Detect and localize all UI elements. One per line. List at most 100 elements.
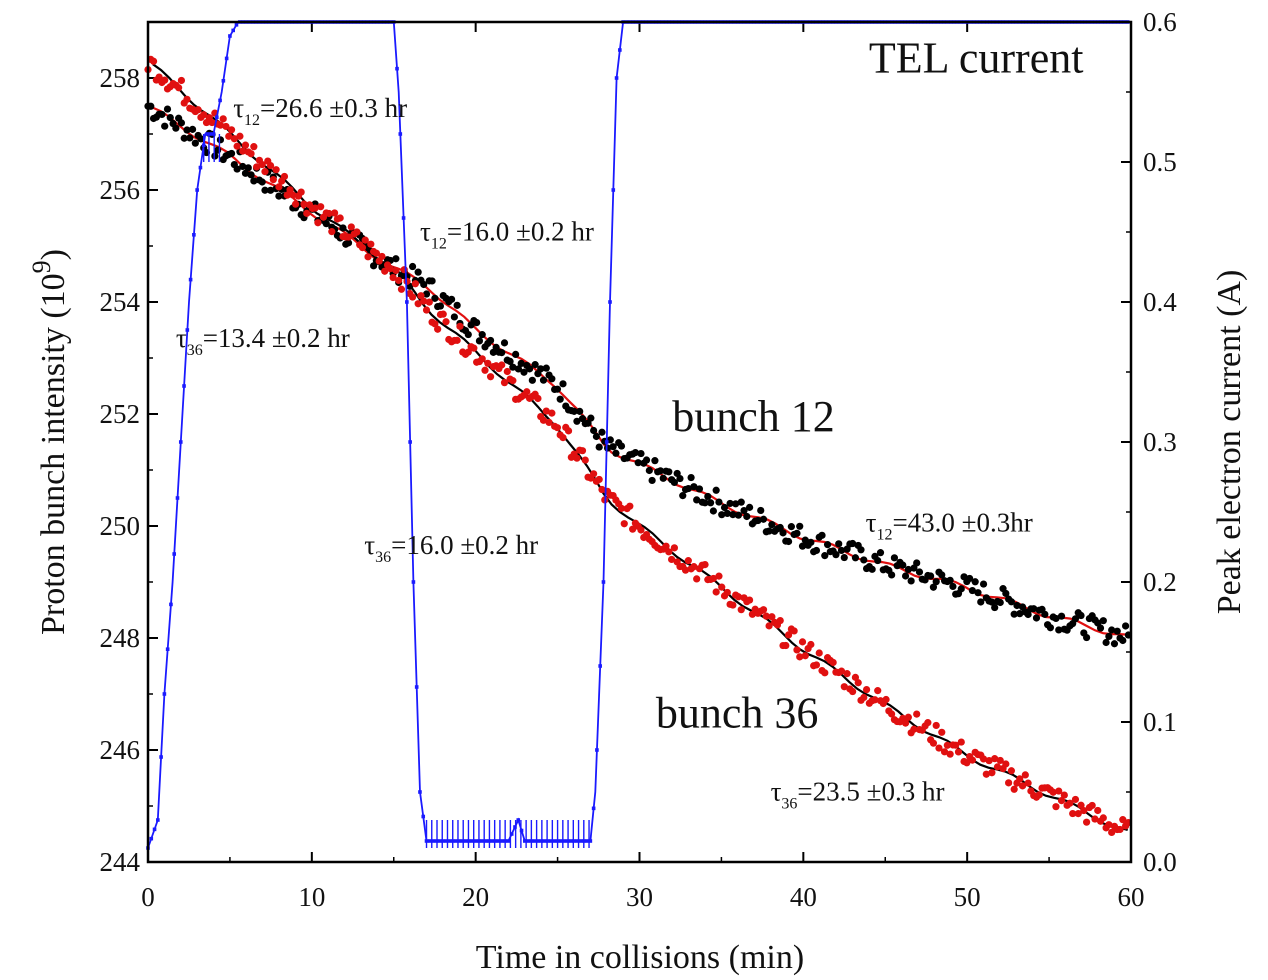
bunch-12-point xyxy=(166,114,174,122)
bunch-12-point xyxy=(227,149,236,158)
bunch-12-point xyxy=(191,139,199,147)
bunch-36-point xyxy=(668,555,676,564)
bunch-12-point xyxy=(927,572,935,580)
bunch-36-point xyxy=(414,300,422,308)
bunch-36-point xyxy=(564,427,573,435)
tel-current-point xyxy=(536,839,540,843)
bunch-12-point xyxy=(556,395,564,403)
bunch-36-point xyxy=(222,122,230,131)
bunch-12-point xyxy=(506,357,514,366)
bunch-36-point xyxy=(422,306,431,314)
annotation-symbol: τ xyxy=(866,508,877,538)
bunch-12-point xyxy=(431,294,439,302)
bunch-12-point xyxy=(1052,614,1060,623)
bunch-36-point xyxy=(854,679,862,687)
bunch-12-point xyxy=(868,565,876,573)
tel-current-point xyxy=(188,277,193,282)
bunch-36-point xyxy=(219,115,227,123)
tel-current-series xyxy=(146,20,1131,850)
tel-current-point xyxy=(172,552,177,556)
bunch-12-point xyxy=(874,556,882,565)
tel-current-point xyxy=(532,839,537,843)
bunch-36-point xyxy=(620,520,628,528)
tel-current-point xyxy=(588,839,593,843)
bunch-36-point xyxy=(325,209,333,218)
bunch-12-point xyxy=(612,449,620,457)
bunch-12-point xyxy=(784,537,793,546)
bunch-36-point xyxy=(709,574,717,583)
bunch-36-point xyxy=(317,203,325,211)
bunch-36-point xyxy=(1077,801,1085,809)
tick-marks xyxy=(147,21,1132,863)
bunch-12-point xyxy=(514,365,523,373)
bunch-36-point xyxy=(982,770,990,778)
bunch-12-point xyxy=(573,417,581,425)
bunch-36-point xyxy=(336,214,344,222)
bunch-36-point xyxy=(553,424,562,432)
tel-current-point xyxy=(398,132,403,136)
bunch-36-point xyxy=(1116,825,1124,834)
bunch-36-point xyxy=(723,588,731,597)
tel-current-line xyxy=(147,21,1131,849)
bunch-12-point xyxy=(779,529,787,537)
bunch-12-point xyxy=(525,365,534,373)
bunch-12-point xyxy=(729,510,737,519)
bunch-36-point xyxy=(314,219,322,227)
bunch-12-point xyxy=(1077,611,1085,620)
bunch-12-point xyxy=(759,515,768,523)
x-axis-title: Time in collisions (min) xyxy=(476,939,804,976)
bunch-36-point xyxy=(837,667,846,675)
bunch-12-point xyxy=(241,169,250,177)
bunch-36-point xyxy=(573,454,581,462)
data-points xyxy=(144,55,1132,837)
y-right-tick-label: 0.3 xyxy=(1143,427,1177,457)
bunch-12-point xyxy=(258,178,266,186)
bunch-12-point xyxy=(598,428,606,436)
tel-current-point xyxy=(473,839,478,843)
bunch-36-point xyxy=(303,209,311,217)
annotation-tau36-b: τ36=16.0 ±0.2 hr xyxy=(364,530,538,566)
tel-current-point xyxy=(228,34,232,38)
tel-current-point xyxy=(198,165,203,170)
bunch-12-point xyxy=(720,503,729,512)
bunch-36-point xyxy=(798,638,807,646)
annotation-value: =26.6 ±0.3 hr xyxy=(260,93,407,123)
bunch-36-point xyxy=(149,57,158,65)
bunch-36-point xyxy=(963,759,971,767)
tel-current-point xyxy=(618,48,622,52)
annotation-value: =13.4 ±0.2 hr xyxy=(203,323,350,353)
left-y-axis-title-sup: 9 xyxy=(27,260,56,273)
bunch-36-point xyxy=(548,409,556,417)
bunch-36-point xyxy=(230,135,238,143)
bunch-12-point xyxy=(214,146,222,154)
bunch-12-point xyxy=(723,509,731,518)
bunch-36-point xyxy=(952,741,960,749)
annotation-bunch-12: bunch 12 xyxy=(672,392,835,441)
tel-current-point xyxy=(483,839,488,843)
annotation-subscript: 36 xyxy=(375,549,391,566)
tel-current-point xyxy=(162,692,167,696)
bunch-12-point xyxy=(709,507,717,515)
bunch-36-point xyxy=(851,673,860,681)
bunch-36-point xyxy=(782,641,790,650)
bunch-12-point xyxy=(539,376,548,384)
bunch-12-point xyxy=(512,350,520,359)
bunch-12-point xyxy=(876,549,885,557)
bunch-36-point xyxy=(1074,810,1082,818)
bunch-36-point xyxy=(1024,779,1032,787)
bunch-36-point xyxy=(200,111,208,119)
bunch-12-point xyxy=(450,313,458,321)
annotation-tau36-a: τ36=13.4 ±0.2 hr xyxy=(176,323,350,359)
bunch-12-point xyxy=(1108,626,1116,634)
bunch-12-point xyxy=(1071,615,1080,623)
bunch-12-point xyxy=(486,336,495,345)
bunch-12-point xyxy=(988,598,996,606)
bunch-36-point xyxy=(821,669,829,677)
tel-current-point xyxy=(185,328,190,332)
bunch-36-point xyxy=(745,596,754,604)
bunch-12-point xyxy=(1119,636,1127,645)
bunch-12-point xyxy=(693,496,701,504)
tel-current-point xyxy=(591,806,596,811)
bunch-36-point xyxy=(784,631,793,639)
bunch-36-point xyxy=(395,276,403,285)
